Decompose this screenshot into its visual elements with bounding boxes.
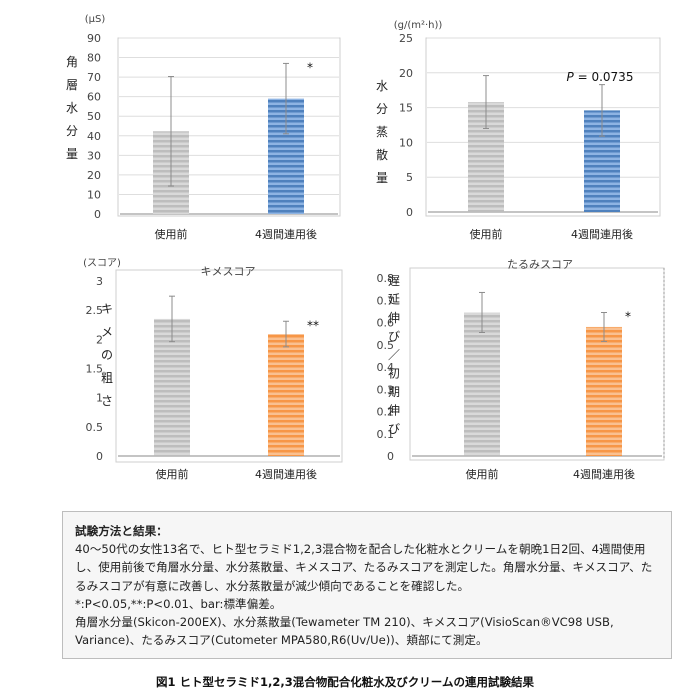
y-tick-label: 25 <box>399 32 413 45</box>
y-tick-label: 50 <box>87 110 101 123</box>
y-tick-label: 1.5 <box>86 363 104 376</box>
chart-title: たるみスコア <box>507 258 573 271</box>
method-stats: *:P<0.05,**:P<0.01、bar:標準偏差。 <box>75 596 282 611</box>
bar-1 <box>464 312 500 456</box>
significance-mark: * <box>307 60 313 74</box>
y-axis-label: 遅延伸び／初期伸び <box>388 274 400 436</box>
y-tick-label: 2.5 <box>86 304 104 317</box>
unit-label: (g/(m²·h)) <box>394 20 443 31</box>
chart-panel-4: 0 0.1 0.2 0.3 0.4 0.5 0.6 0.7 0.8 使用前 * 4週間連用後 たるみスコ… <box>377 258 665 481</box>
y-tick-label: 2 <box>96 333 103 346</box>
y-tick-label: 0.8 <box>377 272 395 285</box>
y-tick-label: 0.5 <box>86 421 104 434</box>
y-tick-label: 90 <box>87 32 101 45</box>
plot-frame <box>115 269 343 463</box>
y-tick-label: 40 <box>87 130 101 143</box>
y-tick-label: 70 <box>87 71 101 84</box>
bar-2 <box>586 326 622 456</box>
y-tick-label: 80 <box>87 52 101 65</box>
unit-label: (スコア) <box>83 258 121 269</box>
category-label: 使用前 <box>466 467 499 481</box>
y-tick-label: 20 <box>399 67 413 80</box>
y-tick-label: 0.1 <box>377 428 395 441</box>
category-label: 使用前 <box>155 227 188 241</box>
plot-frame <box>425 37 661 217</box>
significance-mark: ** <box>307 318 319 332</box>
y-tick-label: 5 <box>406 171 413 184</box>
method-body: 40～50代の女性13名で、ヒト型セラミド1,2,3混合物を配合した化粧水とクリ… <box>75 542 653 593</box>
y-tick-label: 30 <box>87 149 101 162</box>
unit-label: (μS) <box>85 14 106 25</box>
plot-frame <box>409 267 665 461</box>
category-label: 使用前 <box>470 227 503 241</box>
y-tick-label: 60 <box>87 91 101 104</box>
y-tick-label: 0.2 <box>377 406 395 419</box>
significance-mark: * <box>625 309 631 323</box>
method-title: 試験方法と結果： <box>75 524 168 538</box>
y-tick-label: 0.7 <box>377 294 395 307</box>
y-tick-label: 0 <box>94 208 101 221</box>
figure-caption: 図1 ヒト型セラミド1,2,3混合物配合化粧水及びクリームの連用試験結果 <box>156 675 534 689</box>
method-instruments: 角層水分量(Skicon-200EX)、水分蒸散量(Tewameter TM 2… <box>75 615 614 648</box>
y-tick-label: 15 <box>399 102 413 115</box>
category-label: 4週間連用後 <box>571 227 633 241</box>
chart-panel-1: 0 10 20 30 40 50 60 70 80 90 使用前 * 4週間連用後 (μS) 角層水分量 <box>66 14 341 241</box>
category-label: 4週間連用後 <box>255 467 317 481</box>
p-value-note: P = 0.0735 <box>567 70 634 84</box>
y-tick-label: 0.5 <box>377 339 395 352</box>
y-tick-label: 1 <box>96 392 103 405</box>
y-tick-label: 0.3 <box>377 383 395 396</box>
chart-title: キメスコア <box>201 265 256 278</box>
y-tick-label: 20 <box>87 169 101 182</box>
y-tick-label: 0 <box>406 206 413 219</box>
method-results-box: 試験方法と結果： 40～50代の女性13名で、ヒト型セラミド1,2,3混合物を配… <box>62 511 672 659</box>
category-label: 使用前 <box>156 467 189 481</box>
y-tick-label: 0.4 <box>377 361 395 374</box>
y-tick-label: 0 <box>96 450 103 463</box>
charts-canvas: 0102030405060708090使用前*4週間連用後(μS)角層水分量05… <box>66 14 665 481</box>
y-axis-label: キメの粗さ <box>101 302 113 408</box>
category-label: 4週間連用後 <box>255 227 317 241</box>
y-tick-label: 10 <box>87 188 101 201</box>
y-tick-label: 10 <box>399 136 413 149</box>
y-tick-label: 0 <box>387 450 394 463</box>
category-label: 4週間連用後 <box>573 467 635 481</box>
bar-2 <box>268 334 304 456</box>
chart-panel-2: 0 5 10 15 20 25 使用前 4週間連用後 (g/(m²·h)) 水分蒸散量 P = 0.… <box>376 20 661 241</box>
y-tick-label: 3 <box>96 275 103 288</box>
y-tick-label: 0.6 <box>377 317 395 330</box>
y-axis-label: 水分蒸散量 <box>376 79 388 185</box>
y-axis-label: 角層水分量 <box>66 55 78 161</box>
